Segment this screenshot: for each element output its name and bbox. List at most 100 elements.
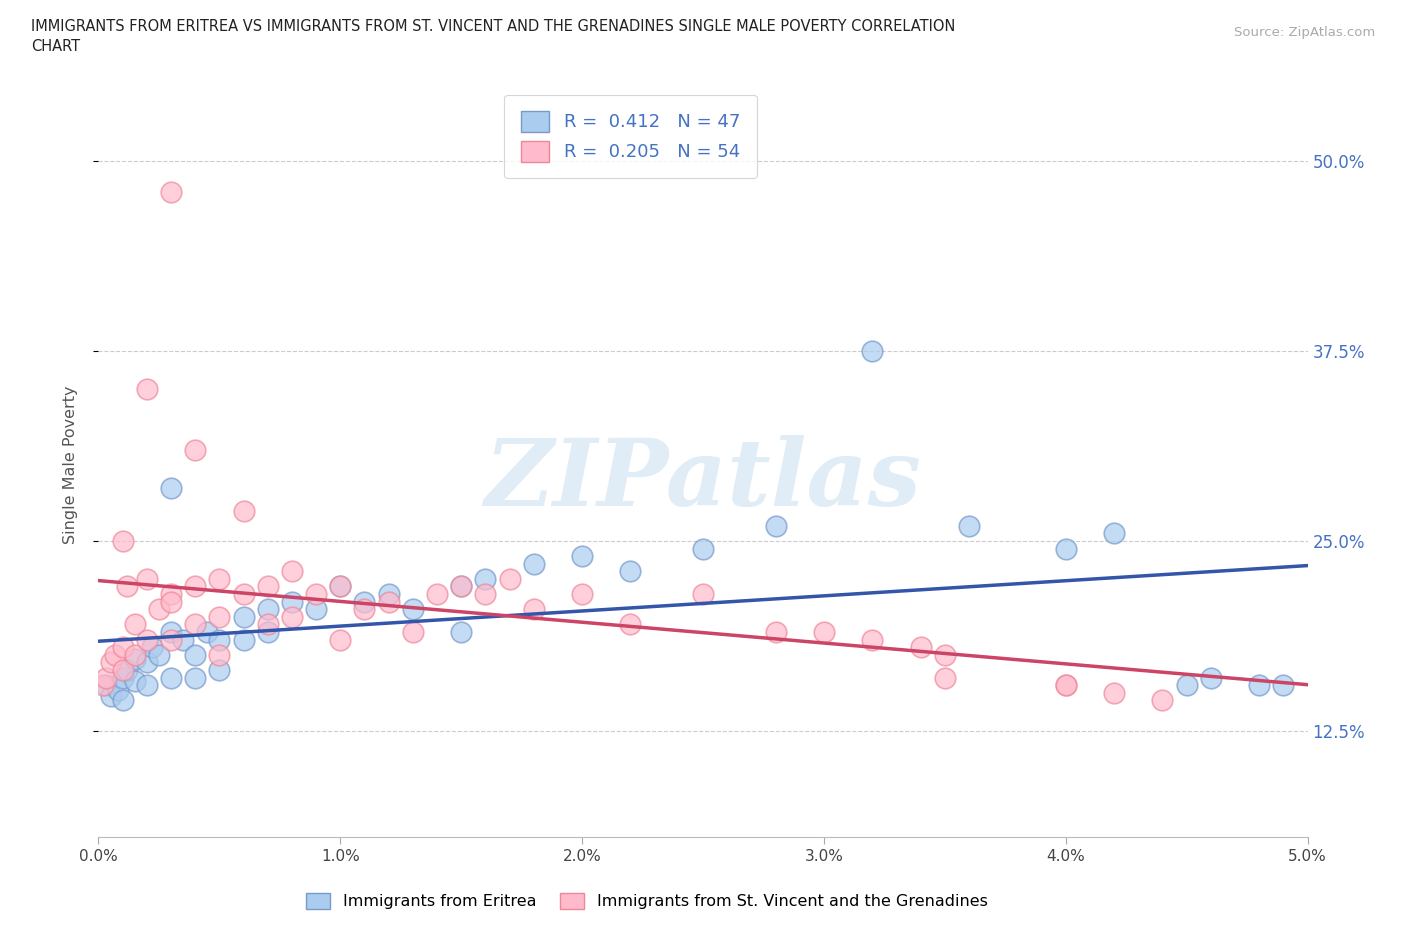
Point [1249, 678, 1271, 693]
Point [184, 443, 207, 458]
Point [135, 381, 157, 396]
Point [111, 662, 134, 677]
Point [124, 617, 146, 631]
Y-axis label: Single Male Poverty: Single Male Poverty [63, 386, 77, 544]
Point [353, 602, 375, 617]
Point [813, 625, 835, 640]
Point [148, 602, 170, 617]
Text: Source: ZipAtlas.com: Source: ZipAtlas.com [1234, 26, 1375, 39]
Point [141, 640, 163, 655]
Point [571, 587, 593, 602]
Point [281, 609, 304, 624]
Point [498, 571, 520, 586]
Point [305, 602, 328, 617]
Point [1054, 541, 1077, 556]
Text: ZIPatlas: ZIPatlas [485, 435, 921, 525]
Point [100, 688, 122, 703]
Point [104, 647, 127, 662]
Point [426, 587, 449, 602]
Point [765, 625, 787, 640]
Point [1199, 671, 1222, 685]
Point [1272, 678, 1295, 693]
Point [232, 632, 254, 647]
Point [329, 579, 352, 594]
Point [208, 647, 231, 662]
Point [208, 662, 231, 677]
Point [148, 647, 170, 662]
Point [160, 625, 183, 640]
Point [377, 594, 399, 609]
Point [256, 625, 278, 640]
Point [160, 671, 183, 685]
Point [619, 564, 641, 578]
Point [523, 556, 546, 571]
Point [124, 673, 146, 688]
Point [111, 693, 134, 708]
Point [94, 678, 117, 693]
Point [1175, 678, 1198, 693]
Point [523, 602, 546, 617]
Point [160, 587, 183, 602]
Point [160, 480, 183, 495]
Point [184, 671, 207, 685]
Point [117, 662, 139, 677]
Point [692, 587, 714, 602]
Point [124, 647, 146, 662]
Point [135, 632, 157, 647]
Point [232, 609, 254, 624]
Point [208, 571, 231, 586]
Point [91, 678, 114, 693]
Point [184, 647, 207, 662]
Point [111, 534, 134, 549]
Point [377, 587, 399, 602]
Point [402, 625, 425, 640]
Point [135, 571, 157, 586]
Point [94, 671, 117, 685]
Point [100, 655, 122, 670]
Point [184, 617, 207, 631]
Point [765, 518, 787, 533]
Point [305, 587, 328, 602]
Point [172, 632, 194, 647]
Point [619, 617, 641, 631]
Point [111, 640, 134, 655]
Point [111, 671, 134, 685]
Point [329, 632, 352, 647]
Point [934, 647, 956, 662]
Legend: R =  0.412   N = 47, R =  0.205   N = 54: R = 0.412 N = 47, R = 0.205 N = 54 [505, 95, 756, 178]
Point [1102, 525, 1125, 540]
Point [256, 579, 278, 594]
Point [124, 652, 146, 667]
Point [1054, 678, 1077, 693]
Point [934, 671, 956, 685]
Point [135, 678, 157, 693]
Point [160, 594, 183, 609]
Point [281, 564, 304, 578]
Point [450, 579, 472, 594]
Point [160, 632, 183, 647]
Point [860, 344, 883, 359]
Point [450, 625, 472, 640]
Point [184, 579, 207, 594]
Point [474, 571, 496, 586]
Legend: Immigrants from Eritrea, Immigrants from St. Vincent and the Grenadines: Immigrants from Eritrea, Immigrants from… [298, 885, 995, 917]
Point [1152, 693, 1174, 708]
Point [232, 587, 254, 602]
Text: CHART: CHART [31, 39, 80, 54]
Point [571, 549, 593, 564]
Point [353, 594, 375, 609]
Point [195, 625, 218, 640]
Point [1054, 678, 1077, 693]
Point [107, 683, 129, 698]
Point [135, 655, 157, 670]
Point [117, 579, 139, 594]
Point [256, 602, 278, 617]
Point [957, 518, 980, 533]
Point [329, 579, 352, 594]
Point [256, 617, 278, 631]
Point [1102, 685, 1125, 700]
Point [692, 541, 714, 556]
Point [474, 587, 496, 602]
Point [208, 632, 231, 647]
Point [160, 184, 183, 199]
